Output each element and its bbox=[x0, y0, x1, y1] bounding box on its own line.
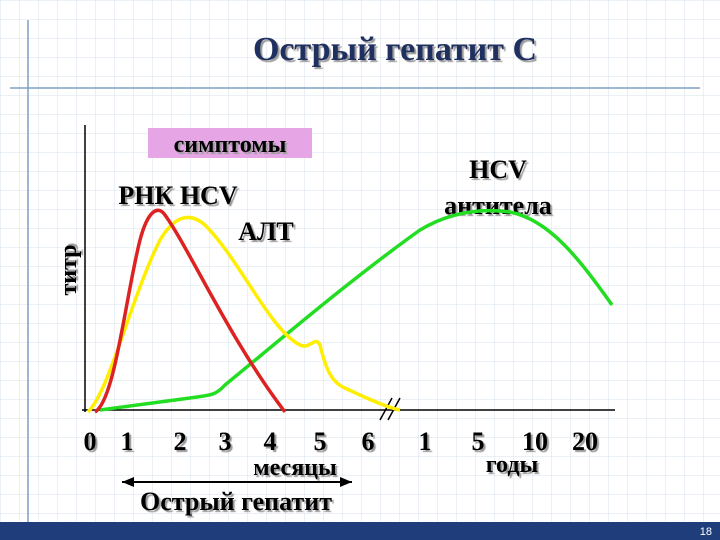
months-label: месяцы bbox=[253, 455, 337, 481]
title: Острый гепатит С bbox=[253, 31, 537, 68]
antibodies-curve bbox=[99, 208, 614, 412]
arrow-head bbox=[340, 477, 352, 487]
x-tick-label: 6 bbox=[362, 427, 375, 456]
x-tick-label: 10 bbox=[522, 427, 548, 456]
x-tick-label: 1 bbox=[121, 427, 134, 456]
axis-break bbox=[379, 397, 393, 421]
rna-curve bbox=[93, 208, 287, 414]
alt-label: АЛТ bbox=[238, 217, 294, 246]
x-tick-label: 4 bbox=[264, 427, 277, 456]
alt-curve bbox=[86, 215, 401, 414]
footer-bar bbox=[0, 522, 720, 540]
x-tick-label: 2 bbox=[174, 427, 187, 456]
symptoms-highlight bbox=[148, 128, 312, 158]
x-tick-label: 5 bbox=[472, 427, 485, 456]
page-number: 18 bbox=[700, 526, 712, 538]
x-tick-label: 5 bbox=[314, 427, 327, 456]
y-axis-label: титр bbox=[56, 244, 82, 295]
antibodies-label: антитела bbox=[444, 191, 552, 220]
years-label: годы bbox=[486, 452, 539, 478]
x-tick-label: 1 bbox=[419, 427, 432, 456]
grid-background bbox=[0, 0, 720, 522]
symptoms-label: симптомы bbox=[174, 132, 287, 158]
x-tick-label: 20 bbox=[572, 427, 598, 456]
rna-label: РНК HCV bbox=[118, 181, 237, 210]
arrow-head bbox=[122, 477, 134, 487]
x-tick-label: 3 bbox=[219, 427, 232, 456]
phase-label: Острый гепатит bbox=[140, 487, 332, 516]
x-tick-label: 0 bbox=[84, 427, 97, 456]
antibodies-label: HCV bbox=[469, 155, 527, 184]
x-ticks: 0 1 2 3 4 5 6 1 5 10 20 bbox=[84, 427, 599, 456]
